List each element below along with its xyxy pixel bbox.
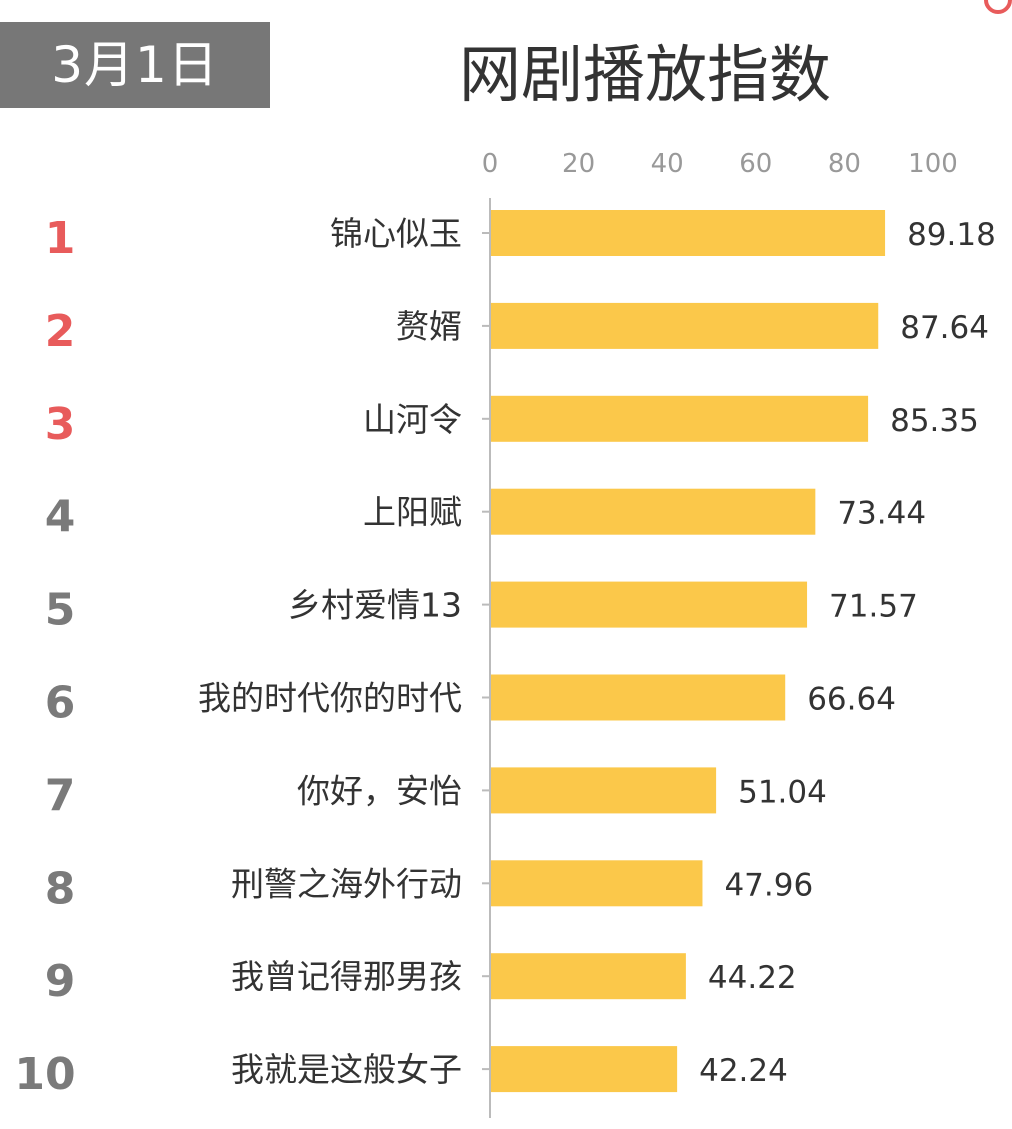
rank-number: 3 — [45, 399, 76, 450]
value-label: 42.24 — [699, 1053, 788, 1089]
category-label: 我的时代你的时代 — [198, 679, 462, 718]
x-tick-label: 40 — [651, 149, 684, 179]
value-label: 85.35 — [890, 403, 979, 439]
bar — [491, 1046, 678, 1093]
category-label: 锦心似玉 — [330, 214, 462, 253]
rank-number: 8 — [45, 863, 76, 914]
value-label: 47.96 — [724, 867, 813, 903]
value-label: 44.22 — [708, 960, 797, 996]
value-label: 87.64 — [900, 310, 989, 346]
category-label: 上阳赋 — [363, 493, 462, 532]
x-tick-label: 80 — [828, 149, 861, 179]
value-label: 89.18 — [907, 217, 996, 253]
value-label: 66.64 — [807, 682, 896, 718]
rank-number: 7 — [45, 770, 76, 821]
x-tick-label: 0 — [482, 149, 499, 179]
bar — [491, 302, 879, 349]
chart-title: 网剧播放指数 — [458, 38, 831, 111]
category-label: 我曾记得那男孩 — [231, 957, 462, 996]
category-label: 赘婿 — [396, 307, 462, 346]
category-label: 乡村爱情13 — [288, 586, 462, 625]
bar — [491, 860, 703, 907]
x-tick-label: 100 — [908, 149, 958, 179]
rank-number: 1 — [45, 213, 76, 264]
category-label: 你好，安怡 — [297, 771, 462, 810]
bar — [491, 210, 886, 256]
value-label: 71.57 — [829, 589, 918, 625]
category-label: 刑警之海外行动 — [231, 864, 462, 903]
bar — [491, 767, 717, 814]
rank-number: 9 — [45, 956, 76, 1007]
x-tick-label: 60 — [739, 149, 772, 179]
bar — [491, 581, 808, 628]
category-label: 我就是这般女子 — [231, 1050, 462, 1089]
value-label: 73.44 — [837, 496, 926, 532]
rank-number: 10 — [14, 1049, 75, 1100]
date-badge: 3月1日 — [0, 22, 270, 108]
bar — [491, 953, 686, 1000]
bar — [491, 674, 786, 721]
bar — [491, 488, 816, 535]
category-label: 山河令 — [363, 400, 462, 439]
rank-number: 2 — [45, 306, 76, 357]
rank-number: 4 — [45, 492, 76, 543]
corner-circle-icon — [984, 0, 1012, 14]
rank-number: 5 — [45, 585, 76, 636]
bar — [491, 395, 869, 442]
value-label: 51.04 — [738, 774, 827, 810]
rank-number: 6 — [45, 678, 76, 729]
x-tick-label: 20 — [562, 149, 595, 179]
